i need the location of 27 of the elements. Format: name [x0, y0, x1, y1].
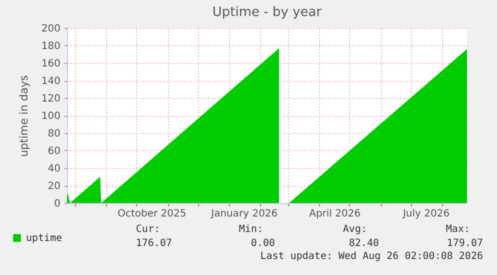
text: Cur: [136, 224, 160, 235]
y-tick-label: 140 [41, 76, 60, 87]
y-tick-label: 100 [41, 111, 60, 122]
text: 176.07 [136, 238, 172, 249]
y-tick-label: 60 [48, 146, 60, 157]
y-tick-label: 160 [41, 58, 60, 70]
text: Avg: [342, 224, 367, 235]
text: Last update: Wed Aug 26 02:00:08 2026 [260, 251, 483, 262]
y-tick-label: 20 [48, 181, 60, 192]
x-tick-label: January 2026 [210, 208, 278, 220]
y-tick-label: 0 [54, 198, 60, 210]
text: Min: [238, 224, 263, 235]
y-tick-label: 200 [41, 24, 60, 34]
y-axis-title: uptime in days [17, 74, 30, 157]
legend-label: uptime [26, 233, 62, 244]
text: Max: [446, 224, 470, 235]
text: 82.40 [348, 238, 379, 249]
chart-title: Uptime - by year [212, 5, 322, 20]
y-tick-label: 40 [48, 164, 60, 174]
text: 179.07 [446, 238, 483, 249]
x-tick-label: July 2026 [402, 208, 450, 220]
y-tick-label: 80 [48, 128, 60, 140]
x-tick-label: April 2026 [309, 208, 361, 220]
y-tick-label: 180 [41, 41, 60, 52]
x-tick-label: October 2025 [118, 208, 186, 220]
y-tick-label: 120 [41, 94, 60, 104]
text: 0.00 [250, 238, 275, 249]
